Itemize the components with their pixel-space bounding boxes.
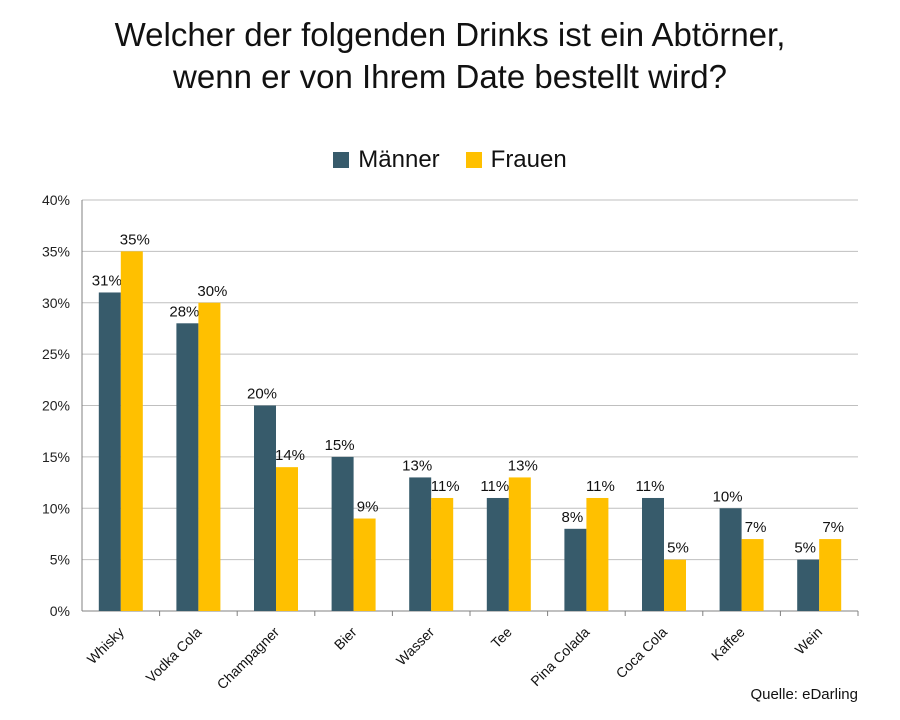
y-tick-label: 0%: [50, 603, 70, 619]
legend-label-frauen: Frauen: [490, 146, 567, 173]
bar-frauen: [819, 539, 842, 611]
data-label: 20%: [247, 386, 277, 403]
data-label: 28%: [169, 303, 199, 320]
x-tick-label: Coca Cola: [613, 624, 671, 682]
bar-frauen: [120, 251, 143, 611]
data-label: 9%: [357, 499, 379, 516]
y-tick-label: 5%: [50, 552, 70, 568]
bar-frauen: [508, 477, 531, 611]
bar-frauen: [664, 559, 686, 611]
bar-frauen: [276, 467, 298, 611]
bar-maenner: [642, 497, 664, 611]
x-tick-label: Whisky: [84, 624, 127, 667]
x-tick-label: Vodka Cola: [143, 624, 205, 686]
bar-maenner: [719, 508, 742, 611]
bar-maenner: [797, 559, 820, 611]
bar-frauen: [741, 539, 764, 611]
data-label: 11%: [480, 478, 509, 495]
y-tick-label: 25%: [42, 346, 70, 362]
data-label: 10%: [713, 488, 743, 505]
x-tick-label: Tee: [488, 624, 515, 651]
x-tick-label: Bier: [331, 624, 360, 653]
legend-label-maenner: Männer: [358, 146, 440, 173]
bar-maenner: [409, 477, 432, 611]
legend-item-frauen: Frauen: [465, 146, 567, 174]
title-line-2: wenn er von Ihrem Date bestellt wird?: [173, 58, 727, 95]
data-label: 31%: [92, 272, 122, 289]
data-label: 5%: [794, 540, 816, 557]
legend: Männer Frauen: [0, 146, 900, 174]
legend-item-maenner: Männer: [333, 146, 440, 174]
x-tick-label: Champagner: [214, 624, 283, 693]
legend-swatch-maenner: [333, 152, 350, 168]
bar-maenner: [176, 323, 199, 611]
title-line-1: Welcher der folgenden Drinks ist ein Abt…: [114, 16, 786, 53]
bar-frauen: [198, 302, 221, 611]
x-tick-label: Kaffee: [708, 624, 748, 664]
bar-frauen: [431, 497, 454, 611]
y-tick-label: 40%: [42, 192, 70, 208]
data-label: 11%: [636, 478, 665, 495]
x-tick-label: Pina Colada: [527, 624, 592, 689]
data-label: 15%: [325, 437, 355, 454]
chart-title: Welcher der folgenden Drinks ist ein Abt…: [0, 14, 900, 98]
x-tick-label: Wasser: [393, 624, 438, 669]
data-label: 14%: [275, 447, 305, 464]
bar-maenner: [564, 528, 587, 611]
y-tick-label: 35%: [42, 243, 70, 259]
bar-maenner: [254, 405, 276, 611]
data-label: 13%: [508, 457, 538, 474]
y-tick-label: 30%: [42, 295, 70, 311]
y-tick-label: 10%: [42, 500, 70, 516]
source-note: Quelle: eDarling: [750, 686, 858, 703]
bar-maenner: [331, 456, 354, 611]
y-tick-label: 20%: [42, 398, 70, 414]
data-label: 13%: [402, 457, 432, 474]
data-label: 35%: [120, 231, 150, 248]
data-label: 11%: [586, 478, 615, 495]
bar-maenner: [98, 292, 121, 611]
data-label: 8%: [562, 509, 584, 526]
bar-frauen: [353, 518, 376, 611]
bar-frauen: [586, 497, 609, 611]
data-label: 7%: [745, 519, 767, 536]
data-label: 7%: [822, 519, 844, 536]
y-tick-label: 15%: [42, 449, 70, 465]
data-label: 5%: [667, 540, 689, 557]
bar-maenner: [486, 497, 509, 611]
x-tick-label: Wein: [792, 624, 826, 658]
legend-swatch-frauen: [465, 152, 482, 168]
data-label: 11%: [431, 478, 460, 495]
data-label: 30%: [197, 283, 227, 300]
